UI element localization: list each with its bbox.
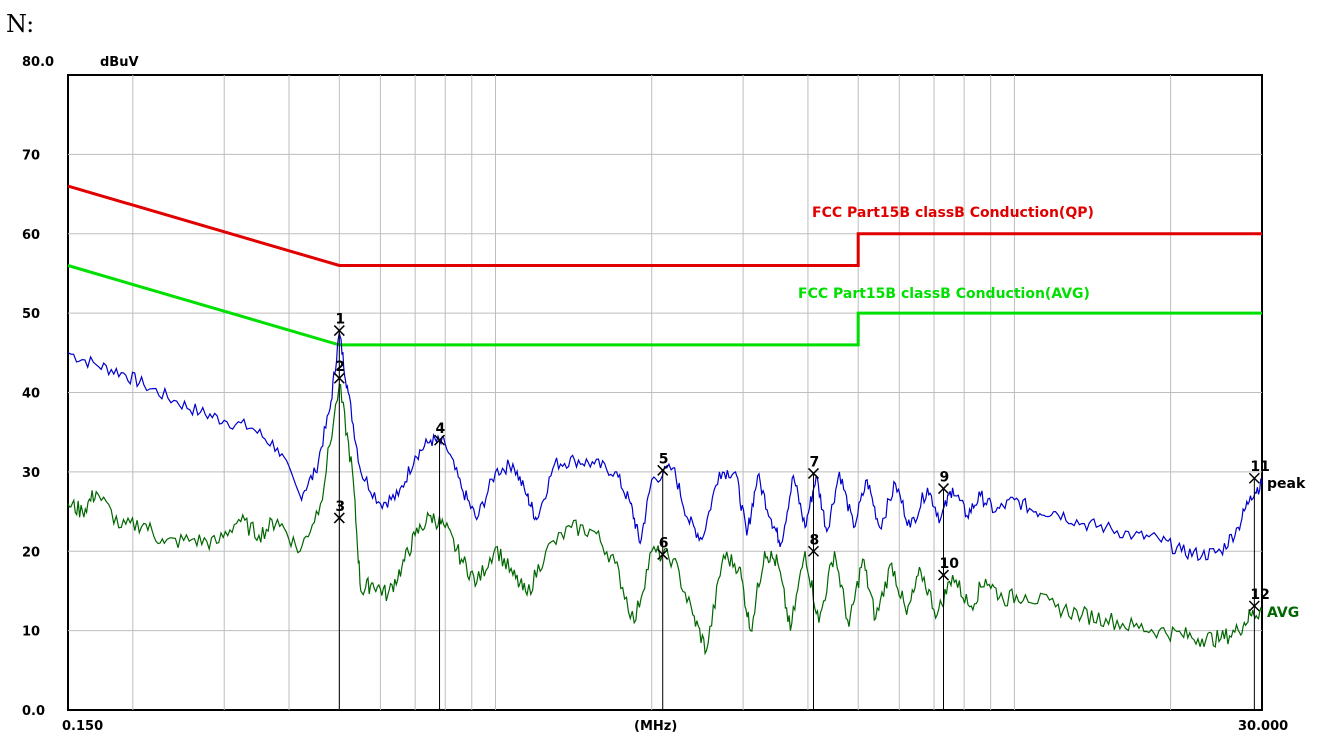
y-tick-label: 30 [22,466,40,481]
trace-avg [67,383,1263,656]
x-axis-label: (MHz) [634,719,677,734]
marker-cross [937,569,950,581]
marker-cross [807,467,820,479]
y-tick-label: 40 [22,387,40,402]
trace-peak [67,332,1263,562]
y-tick-label: 20 [22,545,40,560]
measurement-traces: peak AVG [67,332,1306,656]
marker-label: 9 [940,470,950,486]
marker-cross [333,372,345,384]
marker-cross [333,325,345,337]
marker-label: 2 [335,359,345,375]
y-tick-label: 0.0 [22,704,45,719]
marker-cross [1248,600,1260,612]
marker-cross [434,434,446,446]
marker-label: 7 [809,454,819,470]
marker-cross [937,483,950,495]
y-tick-label: 70 [22,148,40,163]
limit-line-qp [67,184,1262,267]
y-tick-label: 10 [22,625,40,640]
limit-line-label: FCC Part15B classB Conduction(AVG) [798,286,1090,302]
marker-label: 5 [659,451,669,467]
marker-label: 10 [940,556,960,572]
limit-lines: FCC Part15B classB Conduction(QP) FCC Par… [67,184,1262,347]
y-axis-unit: dBuV [100,55,139,70]
x-tick-label-end: 30.000 [1238,719,1288,734]
trace-label-avg: AVG [1267,605,1299,621]
limit-line-avg [67,264,1262,347]
marker-label: 12 [1250,587,1269,603]
marker-cross [657,464,669,476]
x-tick-label-start: 0.150 [62,719,103,734]
marker-label: 11 [1250,459,1269,475]
page-heading: N: [6,10,34,38]
trace-label-peak: peak [1267,476,1306,492]
marker-cross [657,548,669,560]
marker-cross [333,512,345,524]
y-axis-ticks: 80.0 70 60 50 40 30 20 10 0.0 [22,55,54,719]
marker-label: 6 [659,535,669,551]
y-tick-label: 60 [22,228,40,243]
marker-label: 8 [809,532,819,548]
marker-label: 1 [335,312,345,328]
limit-line-label: FCC Part15B classB Conduction(QP) [812,205,1094,221]
y-tick-label: 50 [22,307,40,322]
marker-cross [1248,472,1260,484]
marker-label: 3 [335,499,345,515]
marker-cross [807,545,820,557]
grid [68,75,1262,710]
marker-label: 4 [436,421,446,437]
y-tick-label: 80.0 [22,55,54,70]
